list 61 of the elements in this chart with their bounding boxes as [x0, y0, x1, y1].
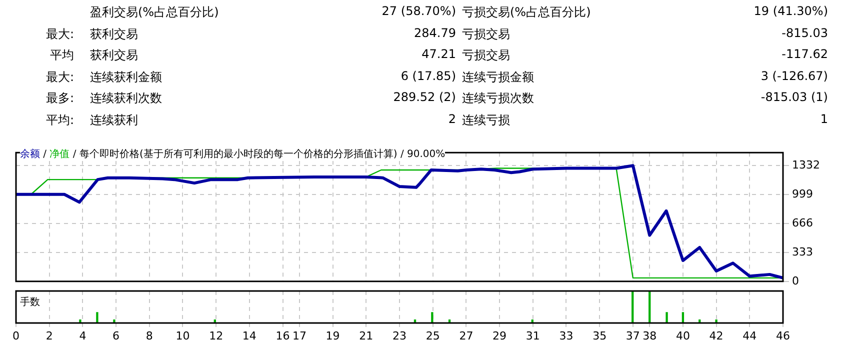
text: 盈利交易(%占总百分比) — [90, 4, 219, 21]
text: 19 (41.30%) — [754, 4, 828, 18]
text: 连续获利次数 — [90, 90, 162, 107]
x-tick-label: 8 — [146, 329, 153, 342]
x-tick-label: 31 — [526, 329, 540, 342]
y-tick-label: 333 — [792, 245, 813, 258]
text: -815.03 — [782, 26, 828, 40]
x-tick-label: 12 — [209, 329, 224, 342]
x-tick-label: 25 — [426, 329, 440, 342]
x-tick-label: 2 — [46, 329, 53, 342]
text: 亏损交易 — [462, 26, 510, 42]
x-tick-label: 40 — [676, 329, 690, 342]
x-tick-label: 35 — [592, 329, 607, 342]
x-tick-label: 6 — [112, 329, 120, 342]
text: 连续亏损 — [462, 112, 510, 128]
x-tick-label: 23 — [392, 329, 406, 342]
x-tick-label: 21 — [359, 329, 374, 342]
x-tick-label: 46 — [776, 329, 790, 342]
x-tick-label: 42 — [709, 329, 724, 342]
x-tick-label: 0 — [12, 329, 20, 342]
text: 连续亏损金额 — [462, 68, 534, 86]
text: 3 (-126.67) — [760, 68, 828, 82]
text: 27 (58.70%) — [382, 4, 456, 18]
text: 平均 — [50, 47, 74, 64]
x-tick-label: 14 — [242, 329, 256, 342]
y-tick-label: 0 — [792, 274, 799, 288]
text: 亏损交易(%占总百分比) — [462, 4, 591, 21]
text: 47.21 — [422, 47, 456, 61]
text: 最多: — [46, 90, 74, 107]
x-tick-label: 4 — [79, 329, 86, 342]
y-tick-label: 999 — [792, 187, 813, 200]
x-tick-label: 38 — [642, 329, 657, 342]
chart-title: 余额 / 净值 / 每个即时价格(基于所有可利用的最小时段的每一个价格的分形插值计算) / 90.00% — [20, 147, 446, 161]
text: 亏损交易 — [462, 47, 510, 64]
text: 连续亏损次数 — [462, 90, 534, 107]
x-tick-label: 33 — [559, 329, 574, 342]
text: 最大: — [46, 26, 74, 42]
text: 连续获利 — [90, 112, 138, 128]
x-tick-label: 17 — [292, 329, 306, 342]
x-tick-label: 44 — [742, 329, 757, 342]
text: 284.79 — [414, 26, 456, 40]
text: 289.52 (2) — [393, 90, 456, 104]
text: -815.03 (1) — [760, 90, 828, 104]
x-tick-label: 37 — [626, 329, 640, 342]
x-tick-label: 27 — [459, 329, 474, 342]
text: 2 — [448, 112, 456, 126]
x-tick-label: 10 — [176, 329, 190, 342]
text: 获利交易 — [90, 26, 138, 42]
text: 6 (17.85) — [400, 68, 456, 82]
text: 平均: — [46, 112, 74, 128]
text: 手数 — [20, 296, 40, 309]
text: 最大: — [46, 68, 74, 86]
text: 连续获利金额 — [90, 68, 162, 86]
text: 获利交易 — [90, 47, 138, 64]
y-tick-label: 1332 — [792, 158, 820, 172]
text: -117.62 — [782, 47, 828, 61]
x-tick-label: 16 — [276, 329, 290, 342]
y-tick-label: 666 — [792, 216, 813, 230]
x-tick-label: 19 — [326, 329, 340, 342]
text: 1 — [820, 112, 828, 126]
x-tick-label: 29 — [492, 329, 507, 342]
